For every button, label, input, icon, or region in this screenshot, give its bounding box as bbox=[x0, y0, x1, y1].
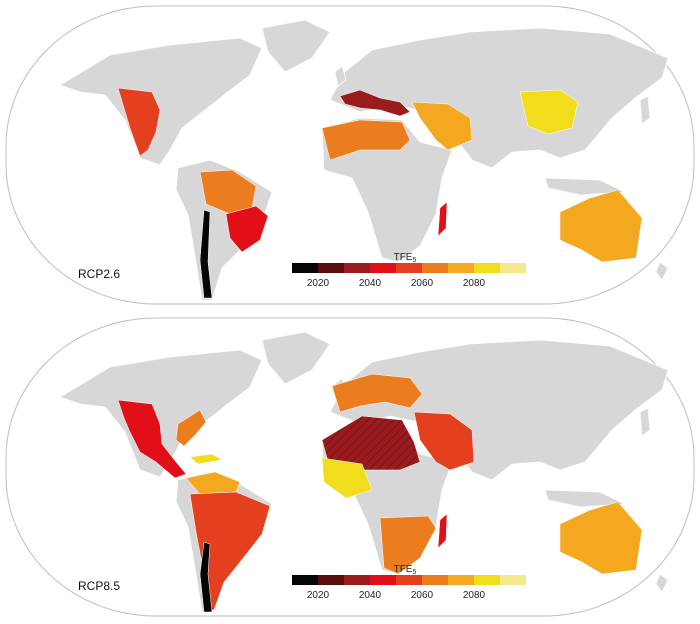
region-caribbean bbox=[189, 453, 223, 465]
region-mediterranean bbox=[339, 89, 411, 117]
legend-swatch bbox=[500, 575, 526, 585]
region-australia bbox=[559, 189, 643, 263]
region-china bbox=[519, 89, 579, 135]
land-nz bbox=[655, 261, 669, 281]
scenario-label: RCP8.5 bbox=[78, 579, 120, 593]
legend-swatch bbox=[422, 263, 448, 273]
region-southeastern-south-america bbox=[225, 205, 269, 253]
legend-swatch bbox=[318, 575, 344, 585]
legend-tick: 2040 bbox=[359, 590, 382, 601]
region-chile bbox=[199, 541, 213, 613]
legend-swatch bbox=[474, 575, 500, 585]
legend-tick: 2020 bbox=[307, 278, 330, 289]
legend-swatch bbox=[292, 575, 318, 585]
land-indonesia bbox=[544, 177, 627, 196]
land-africa bbox=[321, 117, 453, 263]
region-middle-east bbox=[413, 411, 475, 471]
legend-tick: 2080 bbox=[463, 590, 486, 601]
map-panel-rcp85: RCP8.5 TFE5 2020 2040 2060 2080 bbox=[5, 317, 695, 617]
region-west-africa bbox=[321, 457, 373, 499]
land-japan bbox=[639, 407, 651, 437]
region-northern-south-america bbox=[185, 471, 241, 495]
region-mexico-and-central-america bbox=[117, 399, 187, 479]
legend-swatch bbox=[292, 263, 318, 273]
land-nz bbox=[655, 573, 669, 593]
legend-tick: 2060 bbox=[411, 278, 434, 289]
region-chile bbox=[199, 209, 213, 299]
color-legend: TFE5 2020 2040 2060 2080 bbox=[292, 252, 526, 289]
legend-swatch bbox=[344, 575, 370, 585]
color-legend: TFE5 2020 2040 2060 2080 bbox=[292, 564, 526, 601]
region-mexico-and-western-us bbox=[117, 87, 161, 157]
legend-swatch bbox=[370, 263, 396, 273]
legend-title: TFE5 bbox=[394, 252, 417, 264]
region-madagascar bbox=[437, 513, 448, 549]
land-indonesia bbox=[544, 489, 627, 508]
region-south-america bbox=[189, 491, 271, 611]
region-north-africa bbox=[321, 119, 411, 161]
legend-tick: 2020 bbox=[307, 590, 330, 601]
region-europe bbox=[331, 373, 423, 413]
legend-swatch bbox=[448, 263, 474, 273]
legend-swatch bbox=[396, 575, 422, 585]
map-panel-rcp26: RCP2.6 TFE5 2020 2040 2060 2080 bbox=[5, 5, 695, 305]
legend-swatch bbox=[344, 263, 370, 273]
legend-swatch bbox=[474, 263, 500, 273]
scenario-label: RCP2.6 bbox=[78, 267, 120, 281]
region-madagascar bbox=[437, 201, 448, 237]
land-greenland bbox=[261, 331, 331, 385]
region-southeastern-us bbox=[175, 409, 207, 447]
legend-tick: 2060 bbox=[411, 590, 434, 601]
region-middle-east bbox=[411, 101, 473, 151]
region-australia bbox=[559, 501, 643, 575]
land-uk bbox=[334, 65, 347, 87]
legend-swatch bbox=[318, 263, 344, 273]
legend-swatch bbox=[448, 575, 474, 585]
legend-swatch bbox=[370, 575, 396, 585]
legend-swatch bbox=[500, 263, 526, 273]
land-greenland bbox=[261, 19, 331, 73]
legend-swatch bbox=[422, 575, 448, 585]
land-japan bbox=[639, 95, 651, 125]
legend-swatch bbox=[396, 263, 422, 273]
land-north-america bbox=[59, 37, 263, 166]
legend-title: TFE5 bbox=[394, 564, 417, 576]
legend-tick: 2040 bbox=[359, 278, 382, 289]
region-southern-africa bbox=[379, 515, 437, 575]
legend-tick: 2080 bbox=[463, 278, 486, 289]
